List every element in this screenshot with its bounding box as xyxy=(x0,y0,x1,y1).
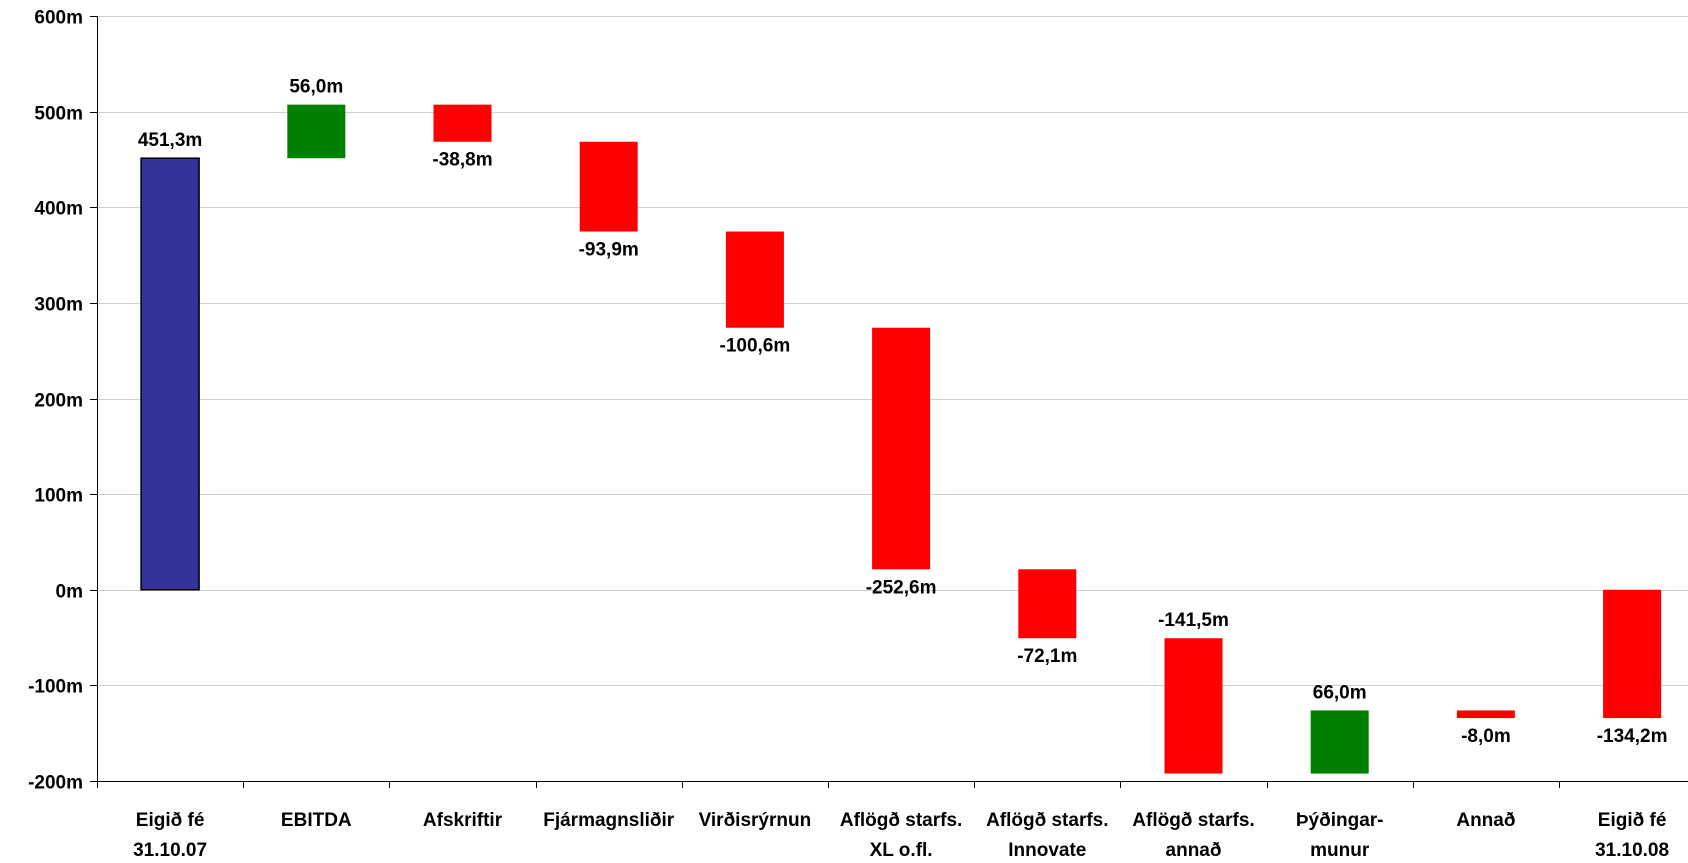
category-label: Fjármagnsliðir xyxy=(543,810,675,831)
bar-decrease xyxy=(579,141,638,232)
category-label: Aflögð starfs. xyxy=(840,810,962,831)
y-tick-label: 100m xyxy=(34,486,83,507)
y-tick-label: 0m xyxy=(56,582,83,603)
data-label: -134,2m xyxy=(1597,726,1668,747)
y-tick-label: -100m xyxy=(28,677,83,698)
category-label: Virðisrýrnun xyxy=(699,810,812,831)
data-label: -141,5m xyxy=(1158,610,1229,631)
category-label: XL o.fl. xyxy=(870,840,933,861)
data-label: 56,0m xyxy=(289,77,343,98)
category-label: Eigið fé xyxy=(1598,810,1667,831)
bar-decrease xyxy=(872,327,931,570)
category-label: 31.10.08 xyxy=(1595,840,1669,861)
y-tick-label: 500m xyxy=(34,104,83,125)
y-tick-label: 200m xyxy=(34,391,83,412)
bar-increase xyxy=(1310,710,1369,774)
data-label: -93,9m xyxy=(579,240,639,261)
category-label: 31.10.07 xyxy=(133,840,207,861)
data-label: -252,6m xyxy=(866,577,937,598)
bar-total xyxy=(140,157,200,591)
y-tick-label: -200m xyxy=(28,773,83,794)
bar-decrease xyxy=(1456,710,1515,719)
category-label: annað xyxy=(1166,840,1222,861)
bars xyxy=(140,104,1662,774)
axes xyxy=(90,16,1688,788)
y-tick-label: 400m xyxy=(34,199,83,220)
bar-increase xyxy=(287,104,346,159)
category-label: Afskriftir xyxy=(423,810,503,831)
y-tick-labels: 600m 500m 400m 300m 200m 100m 0m -100m -200m xyxy=(28,8,83,794)
category-label: Innovate xyxy=(1008,840,1086,861)
category-label: Aflögð starfs. xyxy=(1132,810,1254,831)
data-labels: 451,3m 56,0m -38,8m -93,9m -100,6m -252,6m -72… xyxy=(138,77,1668,747)
category-label: Aflögð starfs. xyxy=(986,810,1108,831)
data-label: 451,3m xyxy=(138,130,202,151)
data-label: 66,0m xyxy=(1313,682,1367,703)
bar-decrease xyxy=(433,104,492,142)
category-label: Þýðingar- xyxy=(1296,810,1384,831)
y-tick-label: 300m xyxy=(34,295,83,316)
category-labels: Eigið fé 31.10.07 EBITDA Afskriftir Fjármagn… xyxy=(133,810,1669,861)
category-label: munur xyxy=(1310,840,1370,861)
category-label: Annað xyxy=(1456,810,1515,831)
category-label: EBITDA xyxy=(281,810,352,831)
data-label: -72,1m xyxy=(1017,646,1077,667)
data-label: -100,6m xyxy=(720,336,791,357)
bar-decrease xyxy=(1603,589,1662,719)
bar-decrease xyxy=(725,231,784,328)
data-label: -38,8m xyxy=(432,150,492,171)
bar-decrease xyxy=(1164,638,1223,774)
category-label: Eigið fé xyxy=(136,810,205,831)
y-tick-label: 600m xyxy=(34,8,83,29)
data-label: -8,0m xyxy=(1461,726,1511,747)
bar-decrease xyxy=(1018,569,1077,639)
